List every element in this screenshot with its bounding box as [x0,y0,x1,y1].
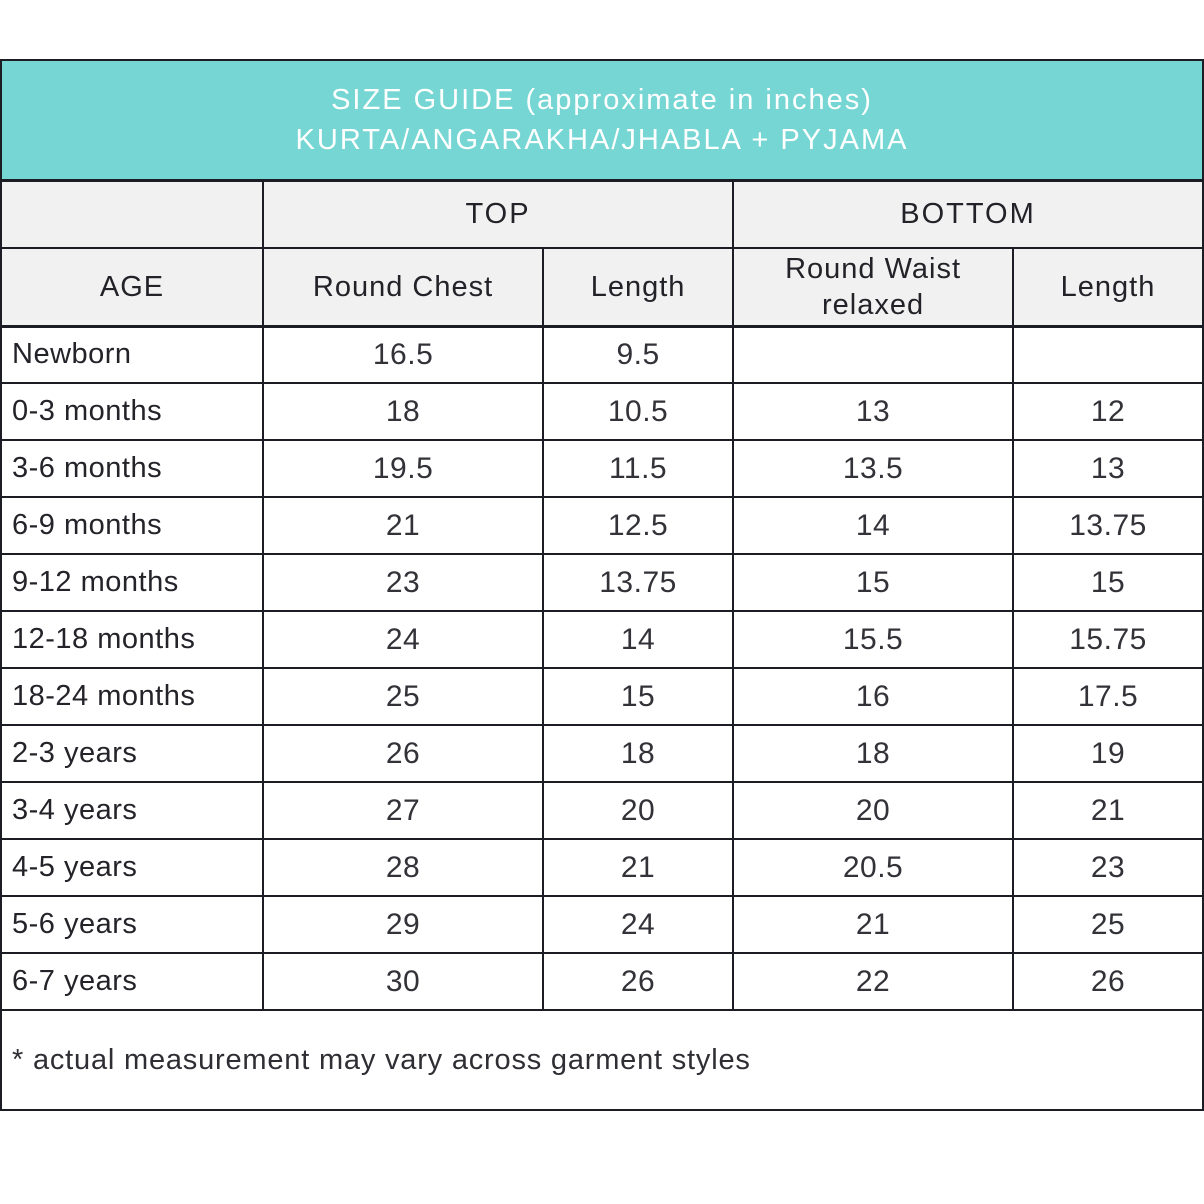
table-row: 6-9 months 21 12.5 14 13.75 [0,496,1204,555]
footnote-row: * actual measurement may vary across gar… [0,1009,1204,1111]
value-cell: 13 [731,382,1015,441]
value-cell: 29 [262,895,545,954]
group-header-row: TOP BOTTOM [0,179,1204,249]
age-cell: 12-18 months [0,610,265,669]
age-cell: 9-12 months [0,553,265,612]
age-cell: 6-7 years [0,952,265,1011]
age-cell: 6-9 months [0,496,265,555]
title-band: SIZE GUIDE (approximate in inches) KURTA… [0,59,1204,182]
value-cell: 13 [1012,439,1204,498]
value-cell: 16.5 [262,325,545,384]
value-cell: 28 [262,838,545,897]
value-cell: 23 [262,553,545,612]
table-row: Newborn 16.5 9.5 [0,325,1204,384]
value-cell: 22 [731,952,1015,1011]
value-cell: 19.5 [262,439,545,498]
page-subtitle: KURTA/ANGARAKHA/JHABLA + PYJAMA [295,123,909,156]
group-header-empty [0,179,265,249]
age-cell: 5-6 years [0,895,265,954]
column-header-round-chest: Round Chest [262,247,545,328]
column-header-top-length: Length [542,247,734,328]
size-guide-table: SIZE GUIDE (approximate in inches) KURTA… [0,59,1204,1111]
age-cell: 18-24 months [0,667,265,726]
value-cell: 25 [262,667,545,726]
value-cell: 9.5 [542,325,734,384]
value-cell: 23 [1012,838,1204,897]
column-header-row: AGE Round Chest Length Round Waist relax… [0,247,1204,328]
value-cell: 30 [262,952,545,1011]
column-header-round-waist: Round Waist relaxed [731,247,1015,328]
age-cell: Newborn [0,325,265,384]
value-cell: 27 [262,781,545,840]
age-cell: 0-3 months [0,382,265,441]
value-cell: 13.75 [1012,496,1204,555]
table-row: 5-6 years 29 24 21 25 [0,895,1204,954]
value-cell: 15 [731,553,1015,612]
value-cell [731,325,1015,384]
value-cell: 26 [1012,952,1204,1011]
value-cell: 13.5 [731,439,1015,498]
age-cell: 2-3 years [0,724,265,783]
table-row: 18-24 months 25 15 16 17.5 [0,667,1204,726]
value-cell [1012,325,1204,384]
value-cell: 18 [262,382,545,441]
age-cell: 3-6 months [0,439,265,498]
value-cell: 14 [731,496,1015,555]
table-row: 9-12 months 23 13.75 15 15 [0,553,1204,612]
value-cell: 21 [542,838,734,897]
value-cell: 20 [731,781,1015,840]
value-cell: 12.5 [542,496,734,555]
page-title: SIZE GUIDE (approximate in inches) [331,83,873,116]
table-row: 12-18 months 24 14 15.5 15.75 [0,610,1204,669]
column-header-age: AGE [0,247,265,328]
table-row: 4-5 years 28 21 20.5 23 [0,838,1204,897]
value-cell: 16 [731,667,1015,726]
table-row: 6-7 years 30 26 22 26 [0,952,1204,1011]
group-header-top: TOP [262,179,734,249]
column-header-bottom-length: Length [1012,247,1204,328]
value-cell: 20.5 [731,838,1015,897]
age-cell: 4-5 years [0,838,265,897]
value-cell: 15.5 [731,610,1015,669]
value-cell: 17.5 [1012,667,1204,726]
title-row: SIZE GUIDE (approximate in inches) KURTA… [0,59,1204,182]
value-cell: 21 [731,895,1015,954]
value-cell: 26 [542,952,734,1011]
size-guide-page: SIZE GUIDE (approximate in inches) KURTA… [0,59,1204,1111]
value-cell: 15 [542,667,734,726]
table-row: 0-3 months 18 10.5 13 12 [0,382,1204,441]
value-cell: 12 [1012,382,1204,441]
value-cell: 11.5 [542,439,734,498]
value-cell: 14 [542,610,734,669]
value-cell: 20 [542,781,734,840]
value-cell: 19 [1012,724,1204,783]
value-cell: 25 [1012,895,1204,954]
value-cell: 18 [731,724,1015,783]
table-row: 3-6 months 19.5 11.5 13.5 13 [0,439,1204,498]
value-cell: 10.5 [542,382,734,441]
value-cell: 15 [1012,553,1204,612]
footnote-text: * actual measurement may vary across gar… [0,1009,1204,1111]
value-cell: 18 [542,724,734,783]
table-row: 3-4 years 27 20 20 21 [0,781,1204,840]
value-cell: 24 [262,610,545,669]
age-cell: 3-4 years [0,781,265,840]
value-cell: 24 [542,895,734,954]
value-cell: 13.75 [542,553,734,612]
value-cell: 15.75 [1012,610,1204,669]
group-header-bottom: BOTTOM [732,179,1204,249]
value-cell: 21 [262,496,545,555]
value-cell: 21 [1012,781,1204,840]
value-cell: 26 [262,724,545,783]
table-row: 2-3 years 26 18 18 19 [0,724,1204,783]
